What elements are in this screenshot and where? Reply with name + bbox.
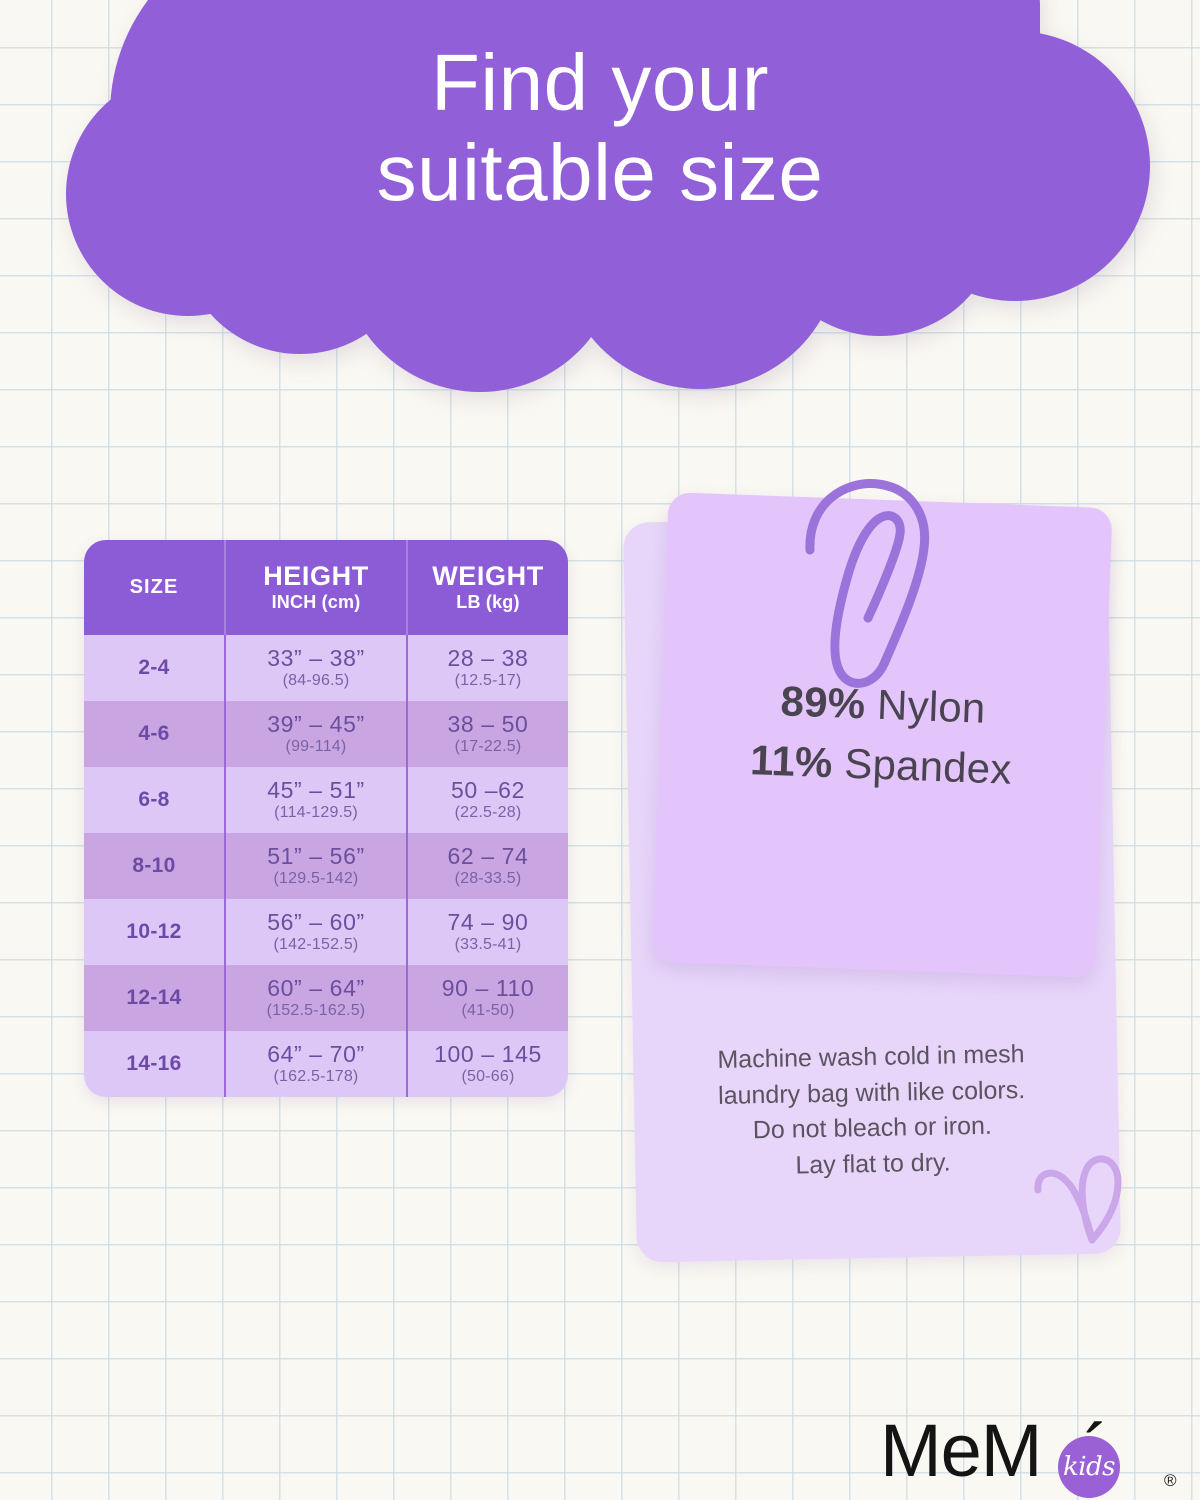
table-row: 12-14 60” – 64” (152.5-162.5) 90 – 110 (41… [84, 965, 568, 1031]
page-title-line-2: suitable size [376, 127, 824, 217]
cell-size: 2-4 [138, 656, 170, 679]
table-row: 6-8 45” – 51” (114-129.5) 50 –62 (22.5-28) [84, 767, 568, 833]
cell-height: 56” – 60” (142-152.5) [224, 899, 406, 965]
cell-size: 8-10 [132, 854, 176, 877]
cell-weight: 90 – 110 (41-50) [406, 965, 568, 1031]
cell-height: 51” – 56” (129.5-142) [224, 833, 406, 899]
cell-height: 45” – 51” (114-129.5) [224, 767, 406, 833]
kids-badge-label: kids [1062, 1452, 1116, 1482]
cell-weight: 62 – 74 (28-33.5) [406, 833, 568, 899]
column-header-weight: WEIGHT LB (kg) [406, 540, 568, 635]
logo-wordmark: MeMoí kids ® [880, 1414, 1176, 1498]
cell-size: 4-6 [138, 722, 170, 745]
cell-height: 60” – 64” (152.5-162.5) [224, 965, 406, 1031]
page-title: Find your suitable size [0, 38, 1200, 217]
cell-height: 39” – 45” (99-114) [224, 701, 406, 767]
material-line-2: 11% Spandex [749, 730, 1012, 799]
size-chart-table: SIZE HEIGHT INCH (cm) WEIGHT LB (kg) 2-4… [84, 540, 568, 1097]
cell-height: 64” – 70” (162.5-178) [224, 1031, 406, 1097]
cell-size: 14-16 [126, 1052, 182, 1075]
cell-size: 10-12 [126, 920, 182, 943]
page-title-line-1: Find your [431, 38, 769, 127]
table-header-row: SIZE HEIGHT INCH (cm) WEIGHT LB (kg) [84, 540, 568, 635]
cell-weight: 100 – 145 (50-66) [406, 1031, 568, 1097]
heart-doodle-icon [1034, 1155, 1122, 1244]
cell-weight: 28 – 38 (12.5-17) [406, 635, 568, 701]
cell-weight: 74 – 90 (33.5-41) [406, 899, 568, 965]
material-percent-2: 11% [749, 736, 834, 787]
column-header-size: SIZE [129, 576, 179, 598]
cell-weight: 50 –62 (22.5-28) [406, 767, 568, 833]
registered-trademark-mark: ® [1164, 1471, 1176, 1490]
table-row: 10-12 56” – 60” (142-152.5) 74 – 90 (33.5-… [84, 899, 568, 965]
table-row: 4-6 39” – 45” (99-114) 38 – 50 (17-22.5) [84, 701, 568, 767]
cell-size: 12-14 [126, 986, 182, 1009]
table-row: 8-10 51” – 56” (129.5-142) 62 – 74 (28-33.… [84, 833, 568, 899]
brand-logo: MeMoí kids ® [880, 1392, 1180, 1498]
paperclip-icon [805, 479, 930, 688]
cell-height: 33” – 38” (84-96.5) [224, 635, 406, 701]
cloud-header-shape [0, 0, 1200, 404]
kids-badge: kids [1058, 1436, 1120, 1498]
cell-size: 6-8 [138, 788, 170, 811]
column-header-height: HEIGHT INCH (cm) [224, 540, 406, 635]
table-row: 14-16 64” – 70” (162.5-178) 100 – 145 (50-… [84, 1031, 568, 1097]
cell-weight: 38 – 50 (17-22.5) [406, 701, 568, 767]
material-name-2: Spandex [843, 739, 1013, 793]
table-row: 2-4 33” – 38” (84-96.5) 28 – 38 (12.5-17) [84, 635, 568, 701]
logo-text-part-1: MeM [880, 1409, 1042, 1492]
